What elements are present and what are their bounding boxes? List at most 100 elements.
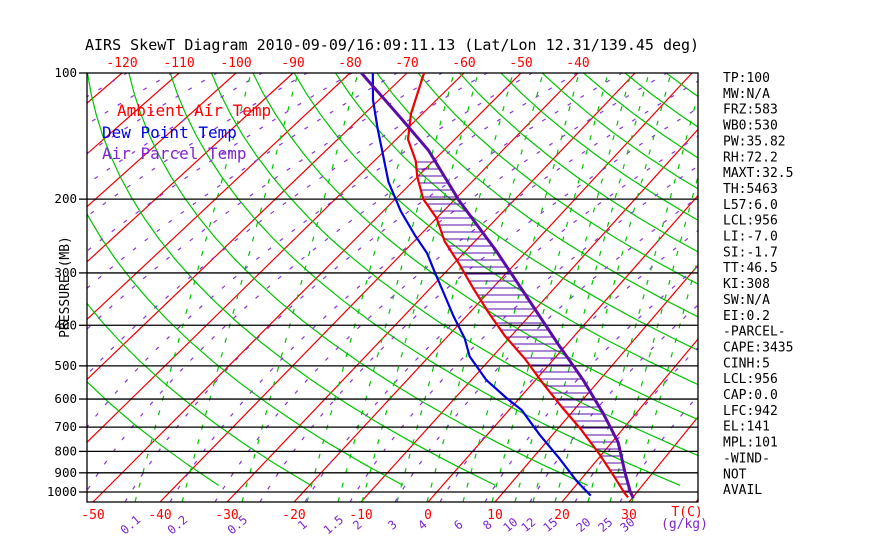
dew-point-curve [371, 73, 592, 497]
mixing-ratio-tick-label: 12 [518, 515, 538, 535]
stat-line: RH:72.2 [723, 150, 778, 165]
mixing-ratio-tick-label: 25 [595, 515, 615, 535]
background-lines [0, 73, 698, 502]
cape-hatch-region [415, 161, 631, 492]
stat-line: -PARCEL- [723, 325, 786, 340]
dry-adiabat-line [87, 302, 312, 486]
stat-line: MW:N/A [723, 87, 770, 102]
isotherm-line [494, 264, 698, 502]
pressure-tick-label: 500 [54, 358, 77, 373]
mixing-unit-label: (g/kg) [661, 517, 708, 532]
dry-adiabat-line [293, 73, 698, 386]
top-temp-tick-label: -80 [338, 56, 361, 71]
stat-line: TH:5463 [723, 182, 778, 197]
ambient-temp-curve [406, 73, 629, 499]
sounding-curves [360, 73, 635, 499]
mixing-ratio-tick-label: 3 [385, 517, 400, 532]
bottom-temp-tick-label: 0 [424, 508, 432, 523]
stat-line: CAP:0.0 [723, 388, 778, 403]
legend-air-parcel-temp: Air Parcel Temp [102, 144, 247, 163]
stat-line: TT:46.5 [723, 261, 778, 276]
dry-adiabat-line [87, 73, 496, 486]
dry-adiabat-line [169, 73, 681, 486]
isotherm-line [226, 73, 636, 502]
moist-adiabat-line [0, 73, 37, 502]
isotherm-line [628, 415, 698, 502]
top-temp-tick-label: -70 [395, 56, 418, 71]
stat-line: -WIND- [723, 451, 770, 466]
dry-adiabat-line [541, 73, 698, 190]
pressure-tick-label: 300 [54, 265, 77, 280]
legend-ambient-air-temp: Ambient Air Temp [117, 101, 271, 120]
parcel-temp-curve [360, 73, 635, 499]
moist-adiabat-line [529, 304, 698, 502]
isotherm-line [87, 73, 465, 444]
bottom-temp-tick-label: -50 [81, 508, 104, 523]
stat-line: MPL:101 [723, 436, 778, 451]
top-temp-tick-label: -60 [452, 56, 475, 71]
dry-adiabat-line [87, 212, 404, 486]
stat-line: TP:100 [723, 71, 770, 86]
stat-line: SI:-1.7 [723, 245, 778, 260]
stat-line: LI:-7.0 [723, 230, 778, 245]
stat-line: MAXT:32.5 [723, 166, 793, 181]
moist-adiabat-line [87, 73, 443, 331]
moist-adiabat-line [87, 73, 533, 429]
top-temp-tick-label: -90 [281, 56, 304, 71]
stat-line: WB0:530 [723, 119, 778, 134]
moist-adiabat-line [87, 73, 578, 492]
isotherm-line [159, 73, 579, 502]
chart-title: AIRS SkewT Diagram 2010-09-09/16:09:11.1… [85, 36, 699, 54]
dry-adiabat-line [335, 73, 698, 351]
dry-adiabat-line [376, 73, 698, 318]
stat-line: SW:N/A [723, 293, 770, 308]
dry-adiabat-line [417, 73, 698, 285]
isotherm-line [561, 338, 698, 502]
mixing-ratio-line [587, 92, 698, 502]
mixing-ratio-tick-label: 6 [451, 517, 466, 532]
stats-panel: TP:100MW:N/AFRZ:583WB0:530PW:35.82RH:72.… [723, 71, 793, 498]
moist-adiabat-line [439, 229, 698, 502]
pressure-tick-label: 400 [54, 317, 77, 332]
mixing-ratio-tick-label: 1 [295, 517, 310, 532]
bottom-temp-tick-label: -30 [215, 508, 238, 523]
stat-line: L57:6.0 [723, 198, 778, 213]
plot-border [86, 72, 699, 503]
pressure-tick-label: 1000 [47, 484, 77, 499]
moist-adiabat-line [304, 135, 698, 502]
stat-line: LCL:956 [723, 372, 778, 387]
isotherm-line [87, 73, 180, 155]
dry-adiabat-line [459, 73, 698, 253]
pressure-tick-label: 900 [54, 465, 77, 480]
mixing-ratio-line [306, 73, 424, 502]
isotherm-line [427, 194, 698, 502]
pressure-tick-label: 200 [54, 191, 77, 206]
mixing-ratio-tick-label: 1.5 [321, 513, 347, 538]
isotherm-line [92, 73, 522, 502]
isotherm-line [0, 73, 65, 502]
moist-adiabat-line [349, 165, 698, 502]
mixing-ratio-tick-label: 0.1 [118, 513, 144, 538]
dry-adiabat-line [583, 73, 698, 159]
top-temp-tick-label: -50 [509, 56, 532, 71]
mixing-ratio-tick-label: 10 [500, 515, 520, 535]
temp-unit-label: T(C) [671, 505, 702, 520]
top-temp-tick-label: -120 [106, 56, 137, 71]
bottom-temp-tick-label: 10 [487, 508, 503, 523]
dry-adiabat-line [128, 73, 589, 486]
isotherm-line [360, 128, 698, 502]
dry-adiabat-line [500, 73, 698, 221]
top-temp-tick-label: -100 [220, 56, 251, 71]
bottom-temp-tick-label: 20 [554, 508, 570, 523]
stat-line: CINH:5 [723, 356, 770, 371]
pressure-tick-label: 800 [54, 443, 77, 458]
stat-line: NOT [723, 467, 747, 482]
pressure-tick-label: 100 [54, 65, 77, 80]
isotherm-line [0, 73, 8, 502]
pressure-axis-title: PRESSURE (MB) [58, 236, 73, 338]
bottom-temp-tick-label: -40 [148, 508, 171, 523]
stat-line: LFC:942 [723, 404, 778, 419]
top-temp-tick-label: -40 [566, 56, 589, 71]
